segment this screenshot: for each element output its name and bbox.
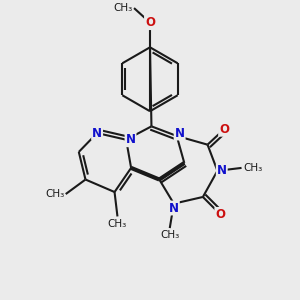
Text: CH₃: CH₃: [160, 230, 179, 240]
Text: CH₃: CH₃: [108, 219, 127, 229]
Text: O: O: [215, 208, 225, 221]
Text: N: N: [125, 133, 136, 146]
Text: CH₃: CH₃: [243, 163, 262, 173]
Text: O: O: [145, 16, 155, 29]
Text: CH₃: CH₃: [113, 3, 133, 13]
Text: O: O: [219, 123, 229, 136]
Text: CH₃: CH₃: [45, 189, 64, 199]
Text: N: N: [217, 164, 227, 177]
Text: N: N: [92, 127, 102, 140]
Text: N: N: [175, 127, 184, 140]
Text: N: N: [169, 202, 179, 214]
